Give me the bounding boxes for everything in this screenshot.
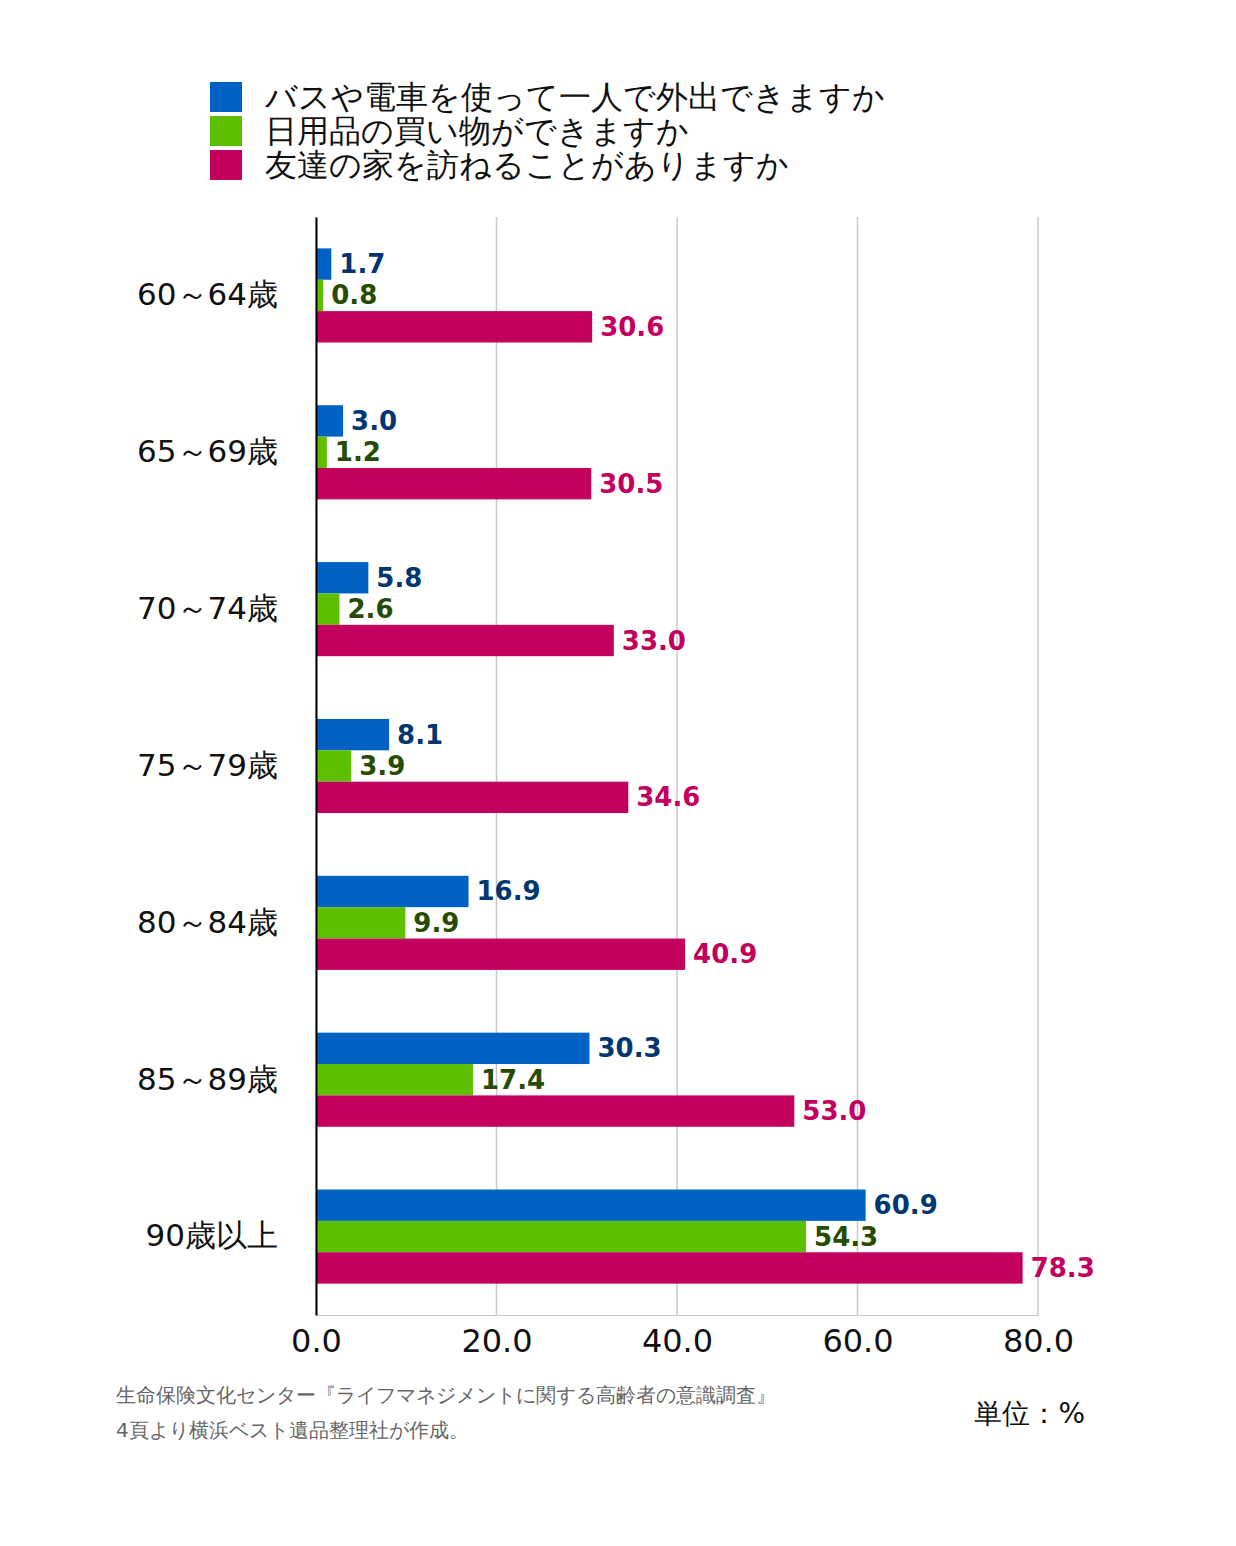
- chart: 0.0 20.0 40.0 60.0 80.0 60～64歳 65～69歳 70～74歳 75～…: [0, 0, 1236, 1546]
- data-label: 9.9: [413, 908, 459, 938]
- data-label: 34.6: [636, 782, 700, 812]
- legend-label: 友達の家を訪ねることがありますか: [265, 146, 789, 184]
- bar: [316, 437, 327, 468]
- category-label: 65～69歳: [137, 433, 278, 469]
- bar: [316, 782, 628, 813]
- bar: [316, 719, 389, 750]
- legend-swatch: [210, 82, 242, 112]
- x-tick-label: 60.0: [822, 1322, 893, 1360]
- bar: [316, 1252, 1023, 1283]
- y-tick: 70～74歳: [137, 590, 316, 626]
- bar: [316, 750, 351, 781]
- grid-line: [857, 217, 859, 1315]
- legend-label: バスや電車を使って一人で外出できますか: [264, 78, 885, 116]
- x-tick-label: 40.0: [642, 1322, 713, 1360]
- data-label: 40.9: [693, 939, 757, 969]
- data-label: 16.9: [477, 876, 541, 906]
- bar: [316, 939, 685, 970]
- grid-line: [1037, 217, 1039, 1315]
- bar: [316, 1064, 473, 1095]
- bar: [316, 1033, 589, 1064]
- data-label: 0.8: [331, 280, 377, 310]
- bars: [316, 248, 1023, 1283]
- bar: [316, 405, 343, 436]
- y-tick: 75～79歳: [137, 747, 316, 783]
- legend: バスや電車を使って一人で外出できますか日用品の買い物ができますか友達の家を訪ねる…: [210, 78, 885, 184]
- bar: [316, 311, 592, 342]
- grid-line: [496, 217, 498, 1315]
- data-label: 3.0: [351, 406, 397, 436]
- data-label: 78.3: [1031, 1253, 1095, 1283]
- y-tick: 65～69歳: [137, 433, 316, 469]
- bar: [316, 1190, 866, 1221]
- data-labels: 1.7 3.0 5.8 8.1 16.9 30.3 60.9 0.8 1.2 2.6 3.9 9.9 1…: [331, 249, 1095, 1283]
- grid-line: [315, 217, 317, 1315]
- x-axis: 0.0 20.0 40.0 60.0 80.0: [291, 1315, 1074, 1360]
- annotation: 4頁より横浜ベスト遺品整理社が作成。: [116, 1418, 469, 1442]
- data-label: 30.5: [599, 469, 663, 499]
- x-tick-label: 0.0: [291, 1322, 342, 1360]
- x-tick: 0.0: [291, 1315, 342, 1360]
- annotations: 生命保険文化センター『ライフマネジメントに関する高齢者の意識調査』 4頁より横浜ベ…: [116, 1383, 1085, 1442]
- bar: [316, 1221, 806, 1252]
- bar: [316, 248, 331, 279]
- data-label: 8.1: [397, 720, 443, 750]
- data-label: 53.0: [802, 1096, 866, 1126]
- legend-label: 日用品の買い物ができますか: [265, 112, 689, 150]
- y-axis-line: [316, 218, 318, 1316]
- legend-swatch: [210, 150, 242, 180]
- data-label: 60.9: [874, 1190, 938, 1220]
- x-tick: 20.0: [461, 1315, 532, 1360]
- category-label: 80～84歳: [137, 904, 278, 940]
- data-label: 3.9: [359, 751, 405, 781]
- y-tick: 85～89歳: [137, 1061, 316, 1097]
- data-label: 2.6: [347, 594, 393, 624]
- legend-swatch: [210, 116, 242, 146]
- annotation: 単位：%: [974, 1397, 1085, 1430]
- x-tick: 60.0: [822, 1315, 893, 1360]
- data-label: 54.3: [814, 1222, 878, 1252]
- bar: [316, 593, 339, 624]
- category-label: 60～64歳: [137, 276, 278, 312]
- x-axis-line: [317, 1315, 1039, 1316]
- data-label: 1.7: [339, 249, 385, 279]
- category-label: 75～79歳: [137, 747, 278, 783]
- grid-line: [676, 217, 678, 1315]
- data-label: 30.6: [600, 312, 664, 342]
- data-label: 1.2: [335, 437, 381, 467]
- bar: [316, 1095, 794, 1126]
- category-label: 85～89歳: [137, 1061, 278, 1097]
- bar: [316, 625, 614, 656]
- data-label: 30.3: [597, 1033, 661, 1063]
- x-tick: 40.0: [642, 1315, 713, 1360]
- annotation: 生命保険文化センター『ライフマネジメントに関する高齢者の意識調査』: [116, 1383, 776, 1407]
- grid: [316, 217, 1038, 1315]
- bar: [316, 562, 368, 593]
- data-label: 5.8: [376, 563, 422, 593]
- data-label: 33.0: [622, 626, 686, 656]
- bar: [316, 468, 591, 499]
- y-tick: 80～84歳: [137, 904, 316, 940]
- category-label: 70～74歳: [137, 590, 278, 626]
- y-tick: 60～64歳: [137, 276, 316, 312]
- y-axis: 60～64歳 65～69歳 70～74歳 75～79歳 80～84歳 85～89歳 90歳以…: [137, 218, 316, 1316]
- bar: [316, 876, 469, 907]
- x-tick-label: 80.0: [1003, 1322, 1074, 1360]
- x-tick: 80.0: [1003, 1315, 1074, 1360]
- category-label: 90歳以上: [146, 1217, 278, 1253]
- y-tick: 90歳以上: [146, 1217, 316, 1253]
- data-label: 17.4: [481, 1065, 545, 1095]
- x-tick-label: 20.0: [461, 1322, 532, 1360]
- bar: [316, 907, 405, 938]
